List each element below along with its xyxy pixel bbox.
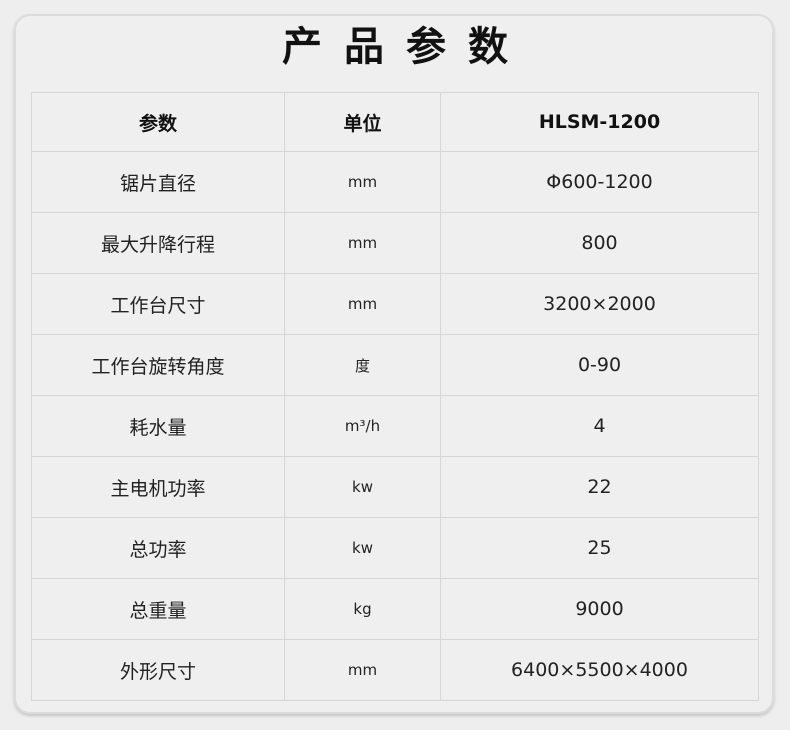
value-cell: 3200×2000 <box>440 273 759 335</box>
unit-cell: kg <box>284 578 441 640</box>
page-title: 产品参数 <box>282 24 530 70</box>
value-cell: 9000 <box>440 578 759 640</box>
header-unit: 单位 <box>284 92 441 152</box>
table-header-row: 参数 单位 HLSM-1200 <box>31 92 759 152</box>
table-row: 外形尺寸 mm 6400×5500×4000 <box>31 639 759 701</box>
value-cell: 800 <box>440 212 759 274</box>
unit-cell: mm <box>284 212 441 274</box>
parameter-cell: 总功率 <box>31 517 285 579</box>
table-row: 总功率 kw 25 <box>31 517 759 579</box>
value-cell: 6400×5500×4000 <box>440 639 759 701</box>
value-cell: 22 <box>440 456 759 518</box>
table-row: 耗水量 m³/h 4 <box>31 395 759 457</box>
parameter-cell: 主电机功率 <box>31 456 285 518</box>
table-row: 锯片直径 mm Φ600-1200 <box>31 151 759 213</box>
value-cell: 4 <box>440 395 759 457</box>
table-row: 主电机功率 kw 22 <box>31 456 759 518</box>
table-row: 总重量 kg 9000 <box>31 578 759 640</box>
table-row: 工作台旋转角度度 0-90 <box>31 334 759 396</box>
unit-cell: mm <box>284 273 441 335</box>
unit-cell: kw <box>284 517 441 579</box>
table-row: 最大升降行程 mm 800 <box>31 212 759 274</box>
parameter-cell: 外形尺寸 <box>31 639 285 701</box>
parameter-cell: 锯片直径 <box>31 151 285 213</box>
unit-cell: mm <box>284 639 441 701</box>
parameter-cell: 工作台旋转角度 <box>31 334 285 396</box>
parameter-cell: 耗水量 <box>31 395 285 457</box>
value-cell: Φ600-1200 <box>440 151 759 213</box>
header-model: HLSM-1200 <box>440 92 759 152</box>
parameter-cell: 工作台尺寸 <box>31 273 285 335</box>
unit-cell: mm <box>284 151 441 213</box>
table-row: 工作台尺寸 mm 3200×2000 <box>31 273 759 335</box>
value-cell: 25 <box>440 517 759 579</box>
header-parameter: 参数 <box>31 92 285 152</box>
unit-cell: m³/h <box>284 395 441 457</box>
value-cell: 0-90 <box>440 334 759 396</box>
parameter-cell: 总重量 <box>31 578 285 640</box>
parameter-cell: 最大升降行程 <box>31 212 285 274</box>
unit-cell: kw <box>284 456 441 518</box>
unit-cell: 度 <box>284 334 441 396</box>
spec-table: 参数 单位 HLSM-1200 锯片直径 mm Φ600-1200 最大升降行程 mm 8… <box>31 92 759 701</box>
